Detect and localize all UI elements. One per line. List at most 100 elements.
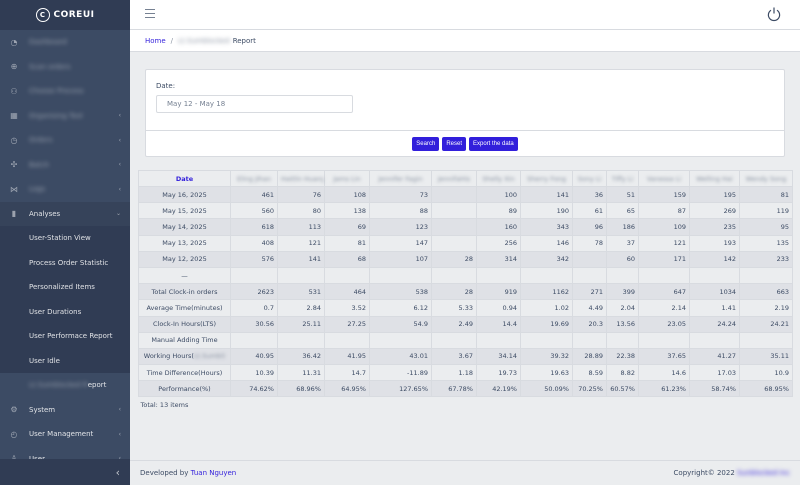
sidebar-item-0[interactable]: ◔ Dashboard	[0, 30, 130, 55]
column-header-user[interactable]: Wendy Song	[739, 170, 793, 187]
table-cell: 3.52	[324, 299, 370, 317]
table-cell: 159	[638, 185, 690, 204]
row-label: —	[138, 266, 231, 285]
column-header-user[interactable]: Vanessa Li	[638, 170, 690, 187]
column-header-user[interactable]: JennifaHis	[431, 170, 477, 187]
table-row: Total Clock-in orders 2623 531 464 538 28 919 1…	[138, 283, 793, 301]
table-cell: 538	[369, 283, 432, 301]
table-cell: 78	[572, 234, 607, 252]
date-range-input[interactable]: May 12 - May 18	[156, 95, 353, 113]
sidebar-item-3[interactable]: ▦ Organising Tool ‹	[0, 104, 130, 129]
table-cell: 19.73	[476, 364, 521, 382]
sidebar-item-label: User Management	[29, 430, 94, 439]
table-cell: 1.41	[689, 299, 740, 317]
sidebar-subitem-2[interactable]: Personalized Items	[0, 275, 130, 300]
sidebar-item-6[interactable]: ⋈ Logs ‹	[0, 177, 130, 202]
sidebar-subitem-3[interactable]: User Durations	[0, 300, 130, 325]
sidebar-item-5[interactable]: ✣ Batch ‹	[0, 153, 130, 178]
table-cell: 27.25	[324, 315, 370, 333]
chevron-left-icon: ‹	[118, 161, 121, 169]
table-cell: 233	[739, 250, 793, 268]
people-icon: ⚇	[10, 86, 18, 96]
table-cell: 107	[369, 250, 432, 268]
footer-author-link[interactable]: Tuan Nguyen	[190, 469, 237, 477]
column-header-user[interactable]: Jennifer Fagin	[369, 170, 432, 187]
row-label-text: May 12, 2025	[162, 255, 207, 264]
table-cell: 108	[324, 185, 370, 204]
table-cell	[572, 331, 607, 349]
table-cell: 408	[230, 234, 278, 252]
table-cell: 647	[638, 283, 690, 301]
sidebar-item-4[interactable]: ◷ Orders ‹	[0, 128, 130, 153]
sidebar-subitem-0[interactable]: User-Station View	[0, 226, 130, 251]
sidebar-item-7[interactable]: ▮ Analyses ⌄	[0, 201, 130, 226]
table-cell: 5.33	[431, 299, 477, 317]
chevron-left-icon: ‹	[119, 455, 121, 462]
column-header-user[interactable]: Haitlin Huang	[277, 170, 325, 187]
sidebar-minimize-button[interactable]: ‹	[0, 459, 130, 485]
sidebar-item-label: Dashboard	[29, 38, 67, 47]
column-header-date[interactable]: Date	[138, 170, 231, 187]
chevron-left-icon: ‹	[118, 430, 121, 438]
table-cell: 8.82	[606, 364, 639, 382]
table-cell: 160	[476, 218, 521, 236]
table-cell: 2.19	[739, 299, 793, 317]
table-cell	[431, 266, 477, 285]
breadcrumb-home-link[interactable]: Home	[145, 36, 166, 45]
table-cell: 68	[324, 250, 370, 268]
table-cell: 14.4	[476, 315, 521, 333]
table-cell: 68.96%	[277, 380, 325, 398]
sidebar-subitem-4[interactable]: User Performace Report	[0, 324, 130, 349]
table-cell: 34.14	[476, 347, 521, 366]
table-cell: 80	[277, 202, 325, 220]
sidebar-item-label: Logs	[29, 185, 46, 194]
footer-left: Developed by Tuan Nguyen	[140, 469, 236, 477]
footer-company-link[interactable]: Sunblocked Inc	[737, 469, 790, 477]
column-header-user[interactable]: Shelly Xin	[476, 170, 521, 187]
reset-button[interactable]: Reset	[442, 137, 466, 151]
table-cell: 23.05	[638, 315, 690, 333]
table-row: May 13, 2025 408 121 81 147 256 146 78 37 121 193 1…	[138, 234, 793, 252]
table-cell: 39.32	[520, 347, 573, 366]
sidebar-subitem-label: Personalized Items	[29, 283, 95, 292]
brand[interactable]: C COREUI	[0, 0, 130, 30]
sidebar-subitem-1[interactable]: Process Order Statistic	[0, 251, 130, 276]
table-cell: 271	[572, 283, 607, 301]
table-cell: 2.49	[431, 315, 477, 333]
column-header-user[interactable]: Sony Li	[572, 170, 607, 187]
column-header-user[interactable]: Tiffy Li	[606, 170, 639, 187]
table-row: May 16, 2025 461 76 108 73 100 141 36 51 159 195 81	[138, 185, 793, 204]
sidebar-bottom-item-1[interactable]: ◴ User Management ‹	[0, 422, 130, 447]
column-header-user[interactable]: Jams Lin	[324, 170, 370, 187]
sidebar-item-label: System	[29, 405, 56, 414]
sidebar-item-1[interactable]: ⊕ Scan orders	[0, 55, 130, 80]
sidebar-item-2[interactable]: ⚇ Choose Process	[0, 79, 130, 104]
column-header-user[interactable]: Welling Hai	[689, 170, 740, 187]
table-cell: 87	[638, 202, 690, 220]
table-cell: 19.69	[520, 315, 573, 333]
brand-name: COREUI	[53, 10, 95, 20]
table-cell: 17.03	[689, 364, 740, 382]
table-cell: 41.95	[324, 347, 370, 366]
table-cell: 135	[739, 234, 793, 252]
table-cell: 142	[689, 250, 740, 268]
column-header-user[interactable]: Eling Jihan	[230, 170, 278, 187]
table-cell: 141	[520, 185, 573, 204]
filter-card-footer: Search Reset Export the data	[146, 131, 784, 157]
sidebar-subitem-5[interactable]: User Idle	[0, 349, 130, 374]
hamburger-menu-icon[interactable]	[145, 9, 155, 18]
table-cell	[476, 266, 521, 285]
sidebar-bottom-item-2[interactable]: ♙ User ‹	[0, 447, 130, 472]
row-label: Performance(%)	[138, 380, 231, 398]
table-cell: 73	[369, 185, 432, 204]
export-button[interactable]: Export the data	[469, 137, 518, 151]
chevron-left-icon: ‹	[118, 136, 121, 144]
sidebar-bottom-item-0[interactable]: ⚙ System ‹	[0, 398, 130, 423]
filter-card-body: Date: May 12 - May 18	[146, 70, 784, 131]
table-body: May 16, 2025 461 76 108 73 100 141 36 51 159 195 81…	[138, 185, 793, 414]
power-icon[interactable]	[766, 6, 782, 22]
search-button[interactable]: Search	[412, 137, 440, 151]
column-header-user[interactable]: Sherry Fong	[520, 170, 573, 187]
row-label-text: Time Difference(Hours)	[146, 368, 223, 377]
